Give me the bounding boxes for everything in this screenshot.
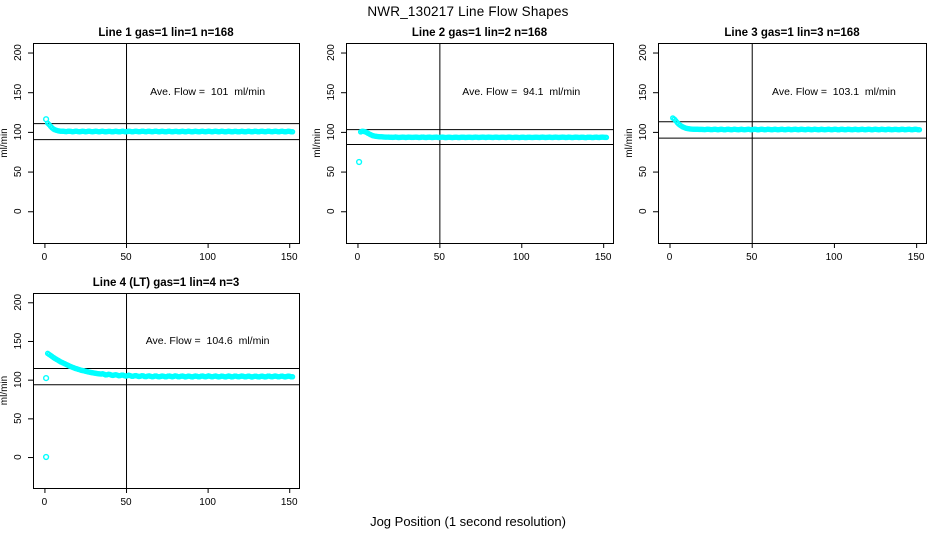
subplot-title: Line 4 (LT) gas=1 lin=4 n=3 <box>93 277 239 289</box>
data-point <box>916 126 923 133</box>
y-tick-label: 150 <box>13 83 24 100</box>
x-tick-label: 0 <box>355 252 361 263</box>
subplot-title: Line 1 gas=1 lin=1 n=168 <box>98 27 234 39</box>
x-tick-label: 150 <box>281 252 298 263</box>
x-tick-label: 0 <box>667 252 673 263</box>
data-points <box>357 128 610 141</box>
figure-title: NWR_130217 Line Flow Shapes <box>367 4 569 19</box>
data-points <box>44 120 296 135</box>
y-tick-label: 200 <box>326 44 337 61</box>
x-tick-label: 100 <box>199 497 216 508</box>
y-tick-label: 200 <box>13 294 24 311</box>
x-tick-label: 150 <box>281 497 298 508</box>
y-tick-label: 100 <box>326 123 337 140</box>
y-tick-label: 50 <box>326 166 337 178</box>
outlier-point <box>356 158 363 166</box>
y-tick-label: 0 <box>326 208 337 214</box>
ave-flow-annotation: Ave. Flow = 101 ml/min <box>150 86 265 98</box>
x-tick-label: 50 <box>120 252 132 263</box>
y-tick-label: 100 <box>13 123 24 140</box>
subplot-3: 0 50 100 150 0 50 100 150 200 ml/min Line 3 gas=1 … <box>624 27 927 263</box>
y-tick-label: 50 <box>13 166 24 178</box>
y-tick-label: 0 <box>638 208 649 214</box>
y-tick-label: 150 <box>638 83 649 100</box>
x-tick-label: 0 <box>42 497 48 508</box>
y-axis-label: ml/min <box>0 376 10 405</box>
plot-box <box>33 43 300 244</box>
ave-flow-annotation: Ave. Flow = 103.1 ml/min <box>772 86 896 98</box>
x-tick-label: 100 <box>826 252 843 263</box>
y-tick-label: 50 <box>13 412 24 424</box>
x-tick-label: 150 <box>595 252 612 263</box>
plot-box <box>33 293 300 489</box>
y-tick-label: 0 <box>13 454 24 460</box>
plot-box <box>658 43 927 244</box>
data-point <box>289 129 296 135</box>
x-tick-label: 50 <box>434 252 446 263</box>
subplot-1: 0 50 100 150 0 50 100 150 200 ml/min Line 1 gas=1 … <box>0 27 300 263</box>
outlier-point <box>42 453 50 461</box>
plot-box <box>346 43 614 244</box>
subplot-2: 0 50 100 150 0 50 100 150 200 ml/min Line 2 gas=1 … <box>312 27 614 263</box>
data-point <box>289 374 296 380</box>
subplot-4: 0 50 100 150 0 50 100 150 200 ml/min Line 4 (LT) g… <box>0 277 300 508</box>
y-tick-label: 100 <box>638 123 649 140</box>
x-tick-label: 0 <box>42 252 48 263</box>
outlier-point <box>42 375 50 382</box>
data-point <box>603 134 610 141</box>
x-tick-label: 50 <box>120 497 132 508</box>
y-axis-label: ml/min <box>312 128 323 157</box>
y-tick-label: 150 <box>13 332 24 349</box>
y-tick-label: 200 <box>13 44 24 61</box>
y-tick-label: 200 <box>638 44 649 61</box>
x-tick-label: 100 <box>513 252 530 263</box>
outlier-point <box>42 116 50 123</box>
x-tick-label: 100 <box>199 252 216 263</box>
subplot-title: Line 2 gas=1 lin=2 n=168 <box>412 27 548 39</box>
figure-xlabel: Jog Position (1 second resolution) <box>370 514 566 529</box>
y-tick-label: 50 <box>638 166 649 178</box>
y-tick-label: 150 <box>326 83 337 100</box>
ave-flow-annotation: Ave. Flow = 104.6 ml/min <box>146 335 270 347</box>
y-axis-label: ml/min <box>0 128 10 157</box>
subplot-title: Line 3 gas=1 lin=3 n=168 <box>724 27 860 39</box>
y-axis-label: ml/min <box>624 128 635 157</box>
x-tick-label: 150 <box>908 252 925 263</box>
data-points <box>44 350 296 380</box>
x-tick-label: 50 <box>746 252 758 263</box>
y-tick-label: 0 <box>13 208 24 214</box>
ave-flow-annotation: Ave. Flow = 94.1 ml/min <box>462 86 580 98</box>
y-tick-label: 100 <box>13 371 24 388</box>
data-points <box>670 115 923 133</box>
